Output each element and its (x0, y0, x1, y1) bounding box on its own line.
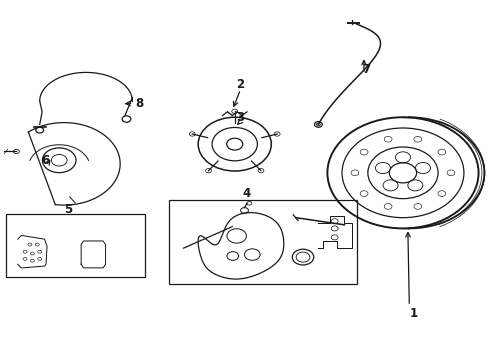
Text: 5: 5 (64, 203, 72, 216)
Text: 2: 2 (236, 78, 244, 91)
Text: 8: 8 (135, 97, 143, 110)
Text: 1: 1 (409, 307, 417, 320)
Bar (168, 200, 356, 284)
Text: 7: 7 (362, 63, 370, 76)
Bar (5, 214, 144, 277)
Text: 4: 4 (243, 187, 250, 200)
Text: 6: 6 (41, 154, 50, 167)
Text: 3: 3 (236, 111, 244, 124)
